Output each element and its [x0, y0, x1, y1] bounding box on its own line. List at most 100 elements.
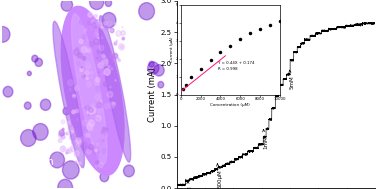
Ellipse shape	[124, 165, 134, 177]
Ellipse shape	[93, 149, 99, 155]
Ellipse shape	[104, 104, 109, 109]
Ellipse shape	[76, 47, 79, 50]
Ellipse shape	[85, 137, 89, 141]
Ellipse shape	[98, 63, 102, 68]
Ellipse shape	[94, 14, 97, 18]
Ellipse shape	[27, 71, 31, 76]
Ellipse shape	[72, 110, 75, 114]
Ellipse shape	[86, 77, 88, 80]
Ellipse shape	[108, 65, 110, 68]
Ellipse shape	[97, 51, 100, 55]
Ellipse shape	[95, 77, 100, 82]
Ellipse shape	[106, 128, 108, 131]
Ellipse shape	[50, 152, 64, 168]
Ellipse shape	[103, 103, 108, 109]
Ellipse shape	[83, 124, 86, 128]
Ellipse shape	[148, 62, 159, 74]
Ellipse shape	[101, 131, 104, 134]
Ellipse shape	[84, 75, 85, 76]
Ellipse shape	[68, 80, 73, 86]
Ellipse shape	[95, 94, 100, 100]
Ellipse shape	[75, 109, 78, 113]
Ellipse shape	[87, 109, 92, 115]
Ellipse shape	[77, 62, 80, 65]
Ellipse shape	[91, 26, 94, 29]
Ellipse shape	[82, 57, 86, 60]
Ellipse shape	[91, 143, 94, 147]
Ellipse shape	[81, 67, 83, 68]
Ellipse shape	[61, 132, 64, 136]
Ellipse shape	[97, 156, 99, 159]
Ellipse shape	[110, 19, 111, 20]
Ellipse shape	[121, 31, 125, 35]
Ellipse shape	[82, 35, 86, 39]
Ellipse shape	[120, 45, 123, 48]
Ellipse shape	[74, 49, 79, 55]
Ellipse shape	[139, 3, 155, 20]
Ellipse shape	[89, 144, 93, 150]
Ellipse shape	[95, 40, 98, 43]
Text: 5mM: 5mM	[289, 70, 294, 89]
Ellipse shape	[97, 50, 100, 53]
Ellipse shape	[80, 19, 84, 25]
Ellipse shape	[89, 108, 93, 112]
Ellipse shape	[102, 57, 108, 64]
Ellipse shape	[59, 130, 64, 136]
Ellipse shape	[88, 49, 92, 53]
Ellipse shape	[104, 22, 107, 25]
Ellipse shape	[61, 135, 65, 139]
Text: 1 μm: 1 μm	[27, 157, 54, 167]
Ellipse shape	[87, 149, 91, 154]
Ellipse shape	[102, 139, 104, 142]
Ellipse shape	[84, 29, 87, 31]
Ellipse shape	[110, 28, 114, 33]
Ellipse shape	[95, 117, 100, 122]
Ellipse shape	[99, 163, 103, 168]
Ellipse shape	[97, 157, 103, 164]
Ellipse shape	[110, 87, 111, 88]
Ellipse shape	[78, 140, 82, 145]
Ellipse shape	[66, 132, 70, 135]
Ellipse shape	[82, 39, 86, 42]
Ellipse shape	[93, 121, 95, 123]
Ellipse shape	[87, 146, 89, 148]
Ellipse shape	[85, 140, 89, 144]
Ellipse shape	[96, 143, 99, 146]
Ellipse shape	[63, 108, 70, 115]
Ellipse shape	[100, 65, 104, 70]
Ellipse shape	[97, 102, 102, 108]
Ellipse shape	[101, 26, 103, 29]
Ellipse shape	[122, 27, 123, 28]
Ellipse shape	[82, 120, 87, 126]
Ellipse shape	[95, 165, 97, 167]
Ellipse shape	[85, 146, 90, 152]
Ellipse shape	[103, 82, 108, 86]
Ellipse shape	[113, 58, 116, 62]
Ellipse shape	[97, 139, 103, 145]
Ellipse shape	[78, 162, 81, 165]
Ellipse shape	[95, 116, 101, 121]
Ellipse shape	[91, 104, 94, 107]
Ellipse shape	[116, 40, 118, 42]
Ellipse shape	[25, 102, 31, 109]
Ellipse shape	[113, 53, 118, 59]
Ellipse shape	[33, 123, 48, 140]
Ellipse shape	[89, 42, 93, 46]
Ellipse shape	[102, 53, 105, 56]
Ellipse shape	[80, 68, 83, 71]
Ellipse shape	[98, 109, 102, 113]
Ellipse shape	[111, 68, 113, 70]
Ellipse shape	[108, 54, 111, 58]
Ellipse shape	[158, 81, 164, 88]
Ellipse shape	[107, 79, 111, 83]
Ellipse shape	[98, 62, 104, 69]
Ellipse shape	[95, 19, 97, 22]
Ellipse shape	[84, 131, 89, 136]
Ellipse shape	[32, 55, 38, 62]
Ellipse shape	[75, 161, 77, 163]
Ellipse shape	[61, 120, 65, 124]
Ellipse shape	[57, 152, 58, 153]
Ellipse shape	[91, 33, 96, 38]
Ellipse shape	[102, 127, 106, 131]
Ellipse shape	[69, 88, 71, 91]
